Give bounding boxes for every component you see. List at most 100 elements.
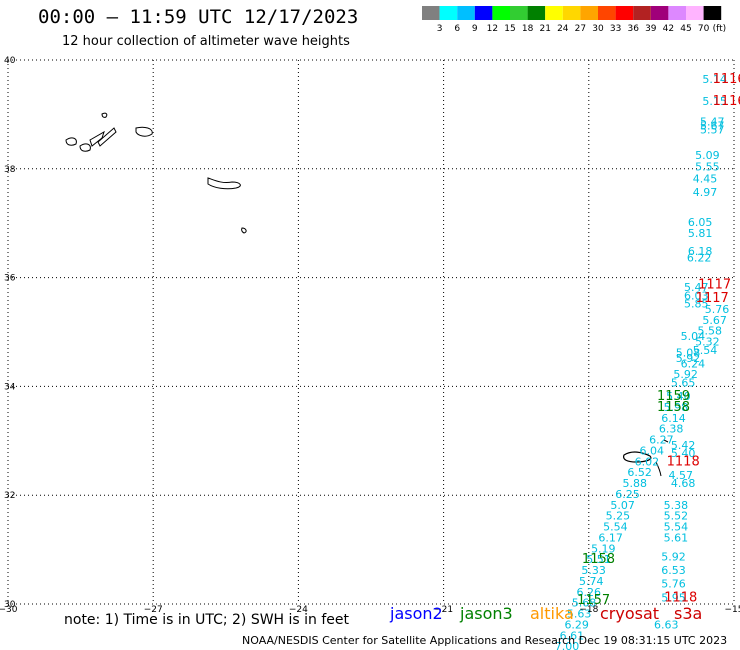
wave-height-label: 4.97 xyxy=(693,186,718,199)
legend-item-jason3: jason3 xyxy=(460,604,513,623)
legend-item-jason2: jason2 xyxy=(390,604,443,623)
colorbar-swatch xyxy=(492,6,510,20)
x-tick-label: −30 xyxy=(0,605,18,615)
grid xyxy=(7,59,735,605)
wave-height-label: 5.74 xyxy=(579,575,604,588)
pass-id-label: 1159 xyxy=(657,389,690,404)
coastline-azores-1 xyxy=(207,177,241,190)
chart-subtitle: 12 hour collection of altimeter wave hei… xyxy=(62,34,350,49)
coastline-canaries-1 xyxy=(65,137,77,146)
wave-height-label: 5.47 xyxy=(700,115,725,128)
wave-height-label: 5.55 xyxy=(695,160,720,173)
colorbar-label: 6 xyxy=(454,24,460,34)
wave-height-label: 5.85 xyxy=(684,298,709,311)
y-tick-label: 40 xyxy=(4,56,16,66)
wave-height-label: 5.42 xyxy=(671,439,696,452)
wave-height-label: 5.47 xyxy=(684,281,709,294)
wave-height-label: 6.18 xyxy=(688,245,713,258)
y-tick-label: 34 xyxy=(4,382,16,392)
wave-height-label: 5.88 xyxy=(623,477,648,490)
colorbar-swatch xyxy=(527,6,546,20)
wave-height-label: 5.92 xyxy=(676,352,701,365)
wave-height-label: 5.32 xyxy=(695,336,720,349)
pass-id-label: 1116 xyxy=(713,72,740,87)
wave-height-label: 6.38 xyxy=(659,423,684,436)
colorbar-label: 30 xyxy=(592,24,604,34)
pass-id-label: 1158 xyxy=(657,400,690,415)
wave-height-label: 6.17 xyxy=(598,531,623,544)
colorbar-label: 36 xyxy=(627,24,639,34)
wave-height-label: 6.22 xyxy=(687,251,712,264)
pass-id-label: 1117 xyxy=(696,291,729,306)
wave-height-label: 5.57 xyxy=(700,123,725,136)
wave-height-label: 6.04 xyxy=(639,444,664,457)
wave-height-label: 5.40 xyxy=(671,447,696,460)
wave-height-label: 6.53 xyxy=(661,564,686,577)
colorbar-swatch xyxy=(545,6,563,20)
legend-item-s3a: s3a xyxy=(674,604,703,623)
wave-height-label: 5.63 xyxy=(567,608,592,621)
colorbar-label: 27 xyxy=(575,24,586,34)
wave-height-label: 6.25 xyxy=(615,488,640,501)
wave-height-label: 6.61 xyxy=(560,629,585,642)
coastline-madeira-east xyxy=(655,461,662,477)
colorbar-swatch xyxy=(439,6,458,20)
colorbar-swatch xyxy=(703,6,722,20)
wave-height-label: 6.63 xyxy=(654,618,679,631)
wave-height-label: 5.25 xyxy=(606,510,631,523)
colorbar-swatch xyxy=(686,6,704,20)
wave-height-label: 6.24 xyxy=(681,357,706,370)
colorbar: 3 6 9 12 15 18 21 24 27 30 33 36 39 42 45 70 (ft) xyxy=(422,6,726,34)
coastline-madeira xyxy=(623,451,652,463)
wave-height-label: 5.92 xyxy=(661,550,686,563)
colorbar-label: 12 xyxy=(487,24,498,34)
colorbar-swatch xyxy=(598,6,616,20)
wave-height-label: 5.81 xyxy=(688,227,713,240)
colorbar-swatch xyxy=(580,6,598,20)
wave-height-label: 6.27 xyxy=(649,434,674,447)
legend-item-altika: altika xyxy=(530,604,574,623)
wave-height-label: 7.00 xyxy=(555,640,580,650)
wave-height-label: 5.98 xyxy=(664,401,689,414)
wave-height-label: 6.14 xyxy=(661,412,686,425)
colorbar-swatch xyxy=(668,6,686,20)
coastline-porto-santo xyxy=(663,439,669,443)
y-tick-label: 30 xyxy=(4,600,16,610)
wave-height-label: 5.76 xyxy=(661,578,686,591)
x-tick-label: −24 xyxy=(289,605,308,615)
colorbar-label: 70 xyxy=(698,24,710,34)
pass-id-label: 1117 xyxy=(698,277,731,292)
y-tick-label: 36 xyxy=(4,274,16,284)
wave-height-label: 6.02 xyxy=(635,455,660,468)
wave-height-label: 5.15 xyxy=(702,95,727,108)
wave-height-label: 6.29 xyxy=(564,618,589,631)
wave-height-label: 5.04 xyxy=(681,330,706,343)
coastlines xyxy=(65,112,669,477)
legend-item-cryosat: cryosat xyxy=(600,604,660,623)
wave-height-label: 5.54 xyxy=(603,521,628,534)
colorbar-label: 3 xyxy=(437,24,443,34)
pass-id-label: 1118 xyxy=(664,590,697,605)
y-tick-label: 38 xyxy=(4,165,16,175)
colorbar-label: 21 xyxy=(539,24,550,34)
wave-height-label: 5.14 xyxy=(702,73,727,86)
wave-height-label: 4.57 xyxy=(669,469,694,482)
wave-height-label: 4.68 xyxy=(671,477,696,490)
colorbar-label: 24 xyxy=(557,24,569,34)
wave-height-label: 6.05 xyxy=(688,216,713,229)
wave-height-label: 5.65 xyxy=(671,376,696,389)
axis-ticks: −30 −27 −24 −21 −18 −15 30 32 34 36 38 40 xyxy=(0,56,740,615)
wave-height-label: 5.19 xyxy=(591,542,616,555)
wave-height-label: 5.51 xyxy=(586,553,611,566)
coastline-canaries-5 xyxy=(101,112,108,118)
colorbar-label: 42 xyxy=(663,24,674,34)
colorbar-swatch xyxy=(562,6,581,20)
coastline-canaries-6 xyxy=(135,126,153,137)
x-tick-label: −15 xyxy=(725,605,740,615)
wave-height-label: 5.58 xyxy=(698,325,723,338)
wave-height-label: 5.67 xyxy=(702,314,727,327)
colorbar-swatch xyxy=(457,6,475,20)
colorbar-label: 39 xyxy=(645,24,657,34)
wave-height-label: 5.67 xyxy=(700,120,725,133)
footnote-note: note: 1) Time is in UTC; 2) SWH is in fe… xyxy=(64,612,350,628)
